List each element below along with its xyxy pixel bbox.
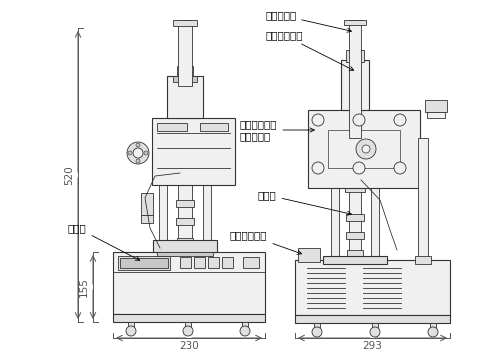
Bar xyxy=(194,257,205,268)
Circle shape xyxy=(136,143,140,147)
Text: 520: 520 xyxy=(64,165,74,185)
Bar xyxy=(177,66,193,78)
Bar xyxy=(180,244,190,252)
Bar xyxy=(418,138,428,262)
Bar xyxy=(347,250,363,256)
Bar xyxy=(157,123,187,131)
Bar xyxy=(371,138,379,262)
Bar xyxy=(349,190,361,262)
Text: 155: 155 xyxy=(79,277,89,297)
Bar xyxy=(185,322,191,327)
Circle shape xyxy=(128,151,132,155)
Bar xyxy=(159,138,167,254)
Bar xyxy=(200,123,228,131)
Circle shape xyxy=(362,145,370,153)
Bar xyxy=(120,258,168,268)
Bar xyxy=(153,240,217,252)
Circle shape xyxy=(428,327,438,337)
Bar xyxy=(141,215,153,223)
Text: 上下ハンドル: 上下ハンドル xyxy=(265,30,354,70)
Circle shape xyxy=(356,139,376,159)
Circle shape xyxy=(133,148,143,158)
Text: フレキシブル
ジョイント: フレキシブル ジョイント xyxy=(240,119,314,141)
Text: 230: 230 xyxy=(179,341,199,351)
Text: センサ: センサ xyxy=(258,190,351,215)
Bar xyxy=(113,252,265,314)
Circle shape xyxy=(312,114,324,126)
Bar xyxy=(173,76,197,82)
Bar xyxy=(425,100,447,112)
Text: エアダンパ: エアダンパ xyxy=(265,10,351,32)
Bar xyxy=(242,322,248,327)
Circle shape xyxy=(312,162,324,174)
Circle shape xyxy=(126,326,136,336)
Bar xyxy=(346,50,364,62)
Circle shape xyxy=(144,151,148,155)
Text: 操作スイッチ: 操作スイッチ xyxy=(230,230,301,254)
Bar xyxy=(177,238,193,244)
Bar xyxy=(328,130,400,168)
Bar xyxy=(208,257,219,268)
Circle shape xyxy=(312,327,322,337)
Bar xyxy=(341,60,369,110)
Bar xyxy=(167,76,203,118)
Circle shape xyxy=(394,114,406,126)
Bar xyxy=(295,260,450,315)
Bar xyxy=(113,314,265,322)
Circle shape xyxy=(394,162,406,174)
Bar xyxy=(346,214,364,221)
Bar xyxy=(346,232,364,239)
Bar xyxy=(427,112,445,118)
Bar xyxy=(298,248,320,262)
Bar xyxy=(203,138,211,254)
Bar xyxy=(141,193,153,215)
Bar xyxy=(222,257,233,268)
Bar xyxy=(157,252,213,256)
Bar xyxy=(372,323,378,328)
Bar xyxy=(345,186,365,192)
Bar xyxy=(180,257,191,268)
Circle shape xyxy=(240,326,250,336)
Bar xyxy=(323,256,387,264)
Bar xyxy=(178,170,192,252)
Bar xyxy=(176,218,194,225)
Circle shape xyxy=(127,142,149,164)
Text: 表示部: 表示部 xyxy=(68,223,140,260)
Bar xyxy=(243,257,259,268)
Bar xyxy=(176,200,194,207)
Bar xyxy=(349,20,361,138)
Bar xyxy=(152,118,235,185)
Bar xyxy=(173,20,197,26)
Bar xyxy=(118,256,170,270)
Bar xyxy=(128,322,134,327)
Bar xyxy=(175,165,195,173)
Text: 293: 293 xyxy=(362,341,383,351)
Bar xyxy=(430,323,436,328)
Bar xyxy=(331,138,339,262)
Bar xyxy=(308,110,420,188)
Bar xyxy=(415,256,431,264)
Circle shape xyxy=(353,114,365,126)
Circle shape xyxy=(183,326,193,336)
Circle shape xyxy=(353,162,365,174)
Bar xyxy=(178,20,192,86)
Circle shape xyxy=(136,159,140,163)
Bar xyxy=(314,323,320,328)
Circle shape xyxy=(370,327,380,337)
Bar xyxy=(344,20,366,25)
Bar xyxy=(295,315,450,323)
